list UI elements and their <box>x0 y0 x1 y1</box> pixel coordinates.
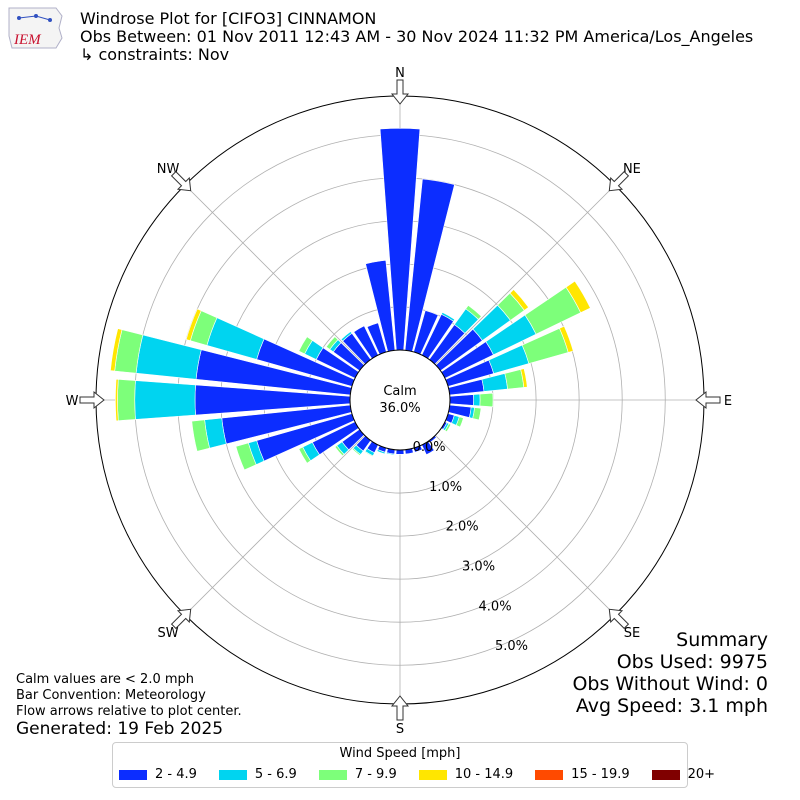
flow-arrow-icon <box>608 170 630 192</box>
wind-bar-segment <box>386 452 395 456</box>
wind-bar-segment <box>185 308 202 342</box>
plot-constraints: ↳ constraints: Nov <box>80 45 230 64</box>
radial-gridline <box>435 184 616 365</box>
wind-bar-segment <box>520 368 528 388</box>
legend-item: 20+ <box>651 767 716 782</box>
wind-bar-segment <box>441 311 456 322</box>
flow-arrow-icon <box>695 390 721 410</box>
wind-bar-segment <box>117 378 136 422</box>
legend-label: 20+ <box>687 767 716 782</box>
legend-label: 2 - 4.9 <box>155 767 197 782</box>
legend-items: 2 - 4.9 5 - 6.9 7 - 9.9 10 - 14.9 15 - 19.9 2… <box>119 767 715 782</box>
wind-bar-segment <box>504 369 525 390</box>
note-bar-convention: Bar Convention: Meteorology <box>16 688 206 703</box>
radial-tick-label: 5.0% <box>495 639 528 654</box>
wind-bar-segment <box>334 445 345 457</box>
wind-bar-segment <box>298 446 311 464</box>
wind-bar-segment <box>376 449 386 455</box>
flow-arrow-icon <box>170 170 192 192</box>
legend: Wind Speed [mph] 2 - 4.9 5 - 6.9 7 - 9.9 10… <box>112 742 715 788</box>
radial-tick-label: 2.0% <box>446 520 479 535</box>
direction-label: S <box>396 722 404 737</box>
flow-arrow-icon <box>170 608 192 630</box>
direction-label: W <box>66 394 79 409</box>
plot-date-range: Obs Between: 01 Nov 2011 12:43 AM - 30 N… <box>80 27 754 46</box>
summary-heading: Summary <box>676 629 768 651</box>
wind-bar-segment <box>235 442 257 471</box>
legend-item: 7 - 9.9 <box>318 767 397 782</box>
wind-bar-segment <box>455 416 464 428</box>
wind-bar-segment <box>465 304 482 320</box>
wind-bar-segment <box>134 380 196 420</box>
legend-label: 5 - 6.9 <box>254 767 297 782</box>
legend-swatch <box>651 769 680 780</box>
legend-item: 15 - 19.9 <box>535 767 630 782</box>
direction-label: E <box>724 394 732 409</box>
radial-tick-label: 4.0% <box>479 599 512 614</box>
radial-gridline <box>184 184 365 365</box>
notes-block: Calm values are < 2.0 mph Bar Convention… <box>16 672 242 720</box>
wind-bar-segment <box>351 447 362 456</box>
summary-obs-without-wind: Obs Without Wind: 0 <box>572 673 768 695</box>
note-calm: Calm values are < 2.0 mph <box>16 672 195 687</box>
logo-text: IEM <box>13 32 42 48</box>
plot-title: Windrose Plot for [CIFO3] CINNAMON <box>80 9 377 28</box>
wind-bar-segment <box>473 393 481 407</box>
legend-label: 7 - 9.9 <box>354 767 397 782</box>
wind-bar-segment <box>340 331 353 342</box>
radial-tick-label: 0.0% <box>413 440 446 455</box>
wind-bar-segment <box>559 325 574 353</box>
summary-avg-speed: Avg Speed: 3.1 mph <box>575 695 768 717</box>
wind-bar-segment <box>110 328 123 372</box>
direction-label: N <box>395 66 405 81</box>
direction-label: SW <box>158 626 179 641</box>
legend-label: 10 - 14.9 <box>454 767 514 782</box>
legend-swatch <box>218 769 247 780</box>
legend-title: Wind Speed [mph] <box>339 746 461 761</box>
legend-swatch <box>119 769 147 780</box>
wind-bar-segment <box>191 419 210 452</box>
radial-gridline <box>184 435 365 616</box>
legend-swatch <box>418 769 447 780</box>
legend-label: 15 - 19.9 <box>571 767 630 782</box>
legend-item: 5 - 6.9 <box>218 767 297 782</box>
radial-tick-label: 3.0% <box>462 560 495 575</box>
wind-bar-segment <box>449 394 474 406</box>
flow-arrow-icon <box>390 695 410 721</box>
wind-bar-segment <box>135 334 202 380</box>
direction-label: NE <box>623 162 641 177</box>
legend-swatch <box>535 769 564 780</box>
note-flow-arrows: Flow arrows relative to plot center. <box>16 704 242 719</box>
radial-gridline <box>435 435 616 616</box>
generated-date: Generated: 19 Feb 2025 <box>16 719 224 739</box>
wind-bar-segment <box>364 450 374 458</box>
iem-logo: IEM <box>6 6 64 50</box>
wind-bar-segment <box>115 378 119 422</box>
flow-arrow-icon <box>390 79 410 105</box>
flow-arrow-icon <box>79 390 105 410</box>
wind-bar-segment <box>298 336 313 355</box>
legend-swatch <box>318 769 347 780</box>
wind-bar-segment <box>444 423 452 433</box>
legend-item: 2 - 4.9 <box>119 767 197 782</box>
wind-bar-segment <box>479 392 494 408</box>
radial-tick-label: 1.0% <box>429 480 462 495</box>
wind-bar-segment <box>481 373 508 392</box>
summary-obs-used: Obs Used: 9975 <box>616 651 768 673</box>
wind-bar-segment <box>472 407 482 421</box>
wind-bar-segment <box>395 449 405 455</box>
summary-block: Summary Obs Used: 9975 Obs Without Wind:… <box>572 629 768 717</box>
calm-circle <box>349 349 451 451</box>
wind-bar-segment <box>325 336 339 350</box>
calm-label: Calm <box>383 384 416 399</box>
wind-bar-segment <box>509 289 529 311</box>
wind-bar-segment <box>565 280 591 314</box>
calm-value: 36.0% <box>379 401 420 416</box>
legend-item: 10 - 14.9 <box>418 767 514 782</box>
flow-arrow-icon <box>608 608 630 630</box>
direction-label: SE <box>624 626 640 641</box>
